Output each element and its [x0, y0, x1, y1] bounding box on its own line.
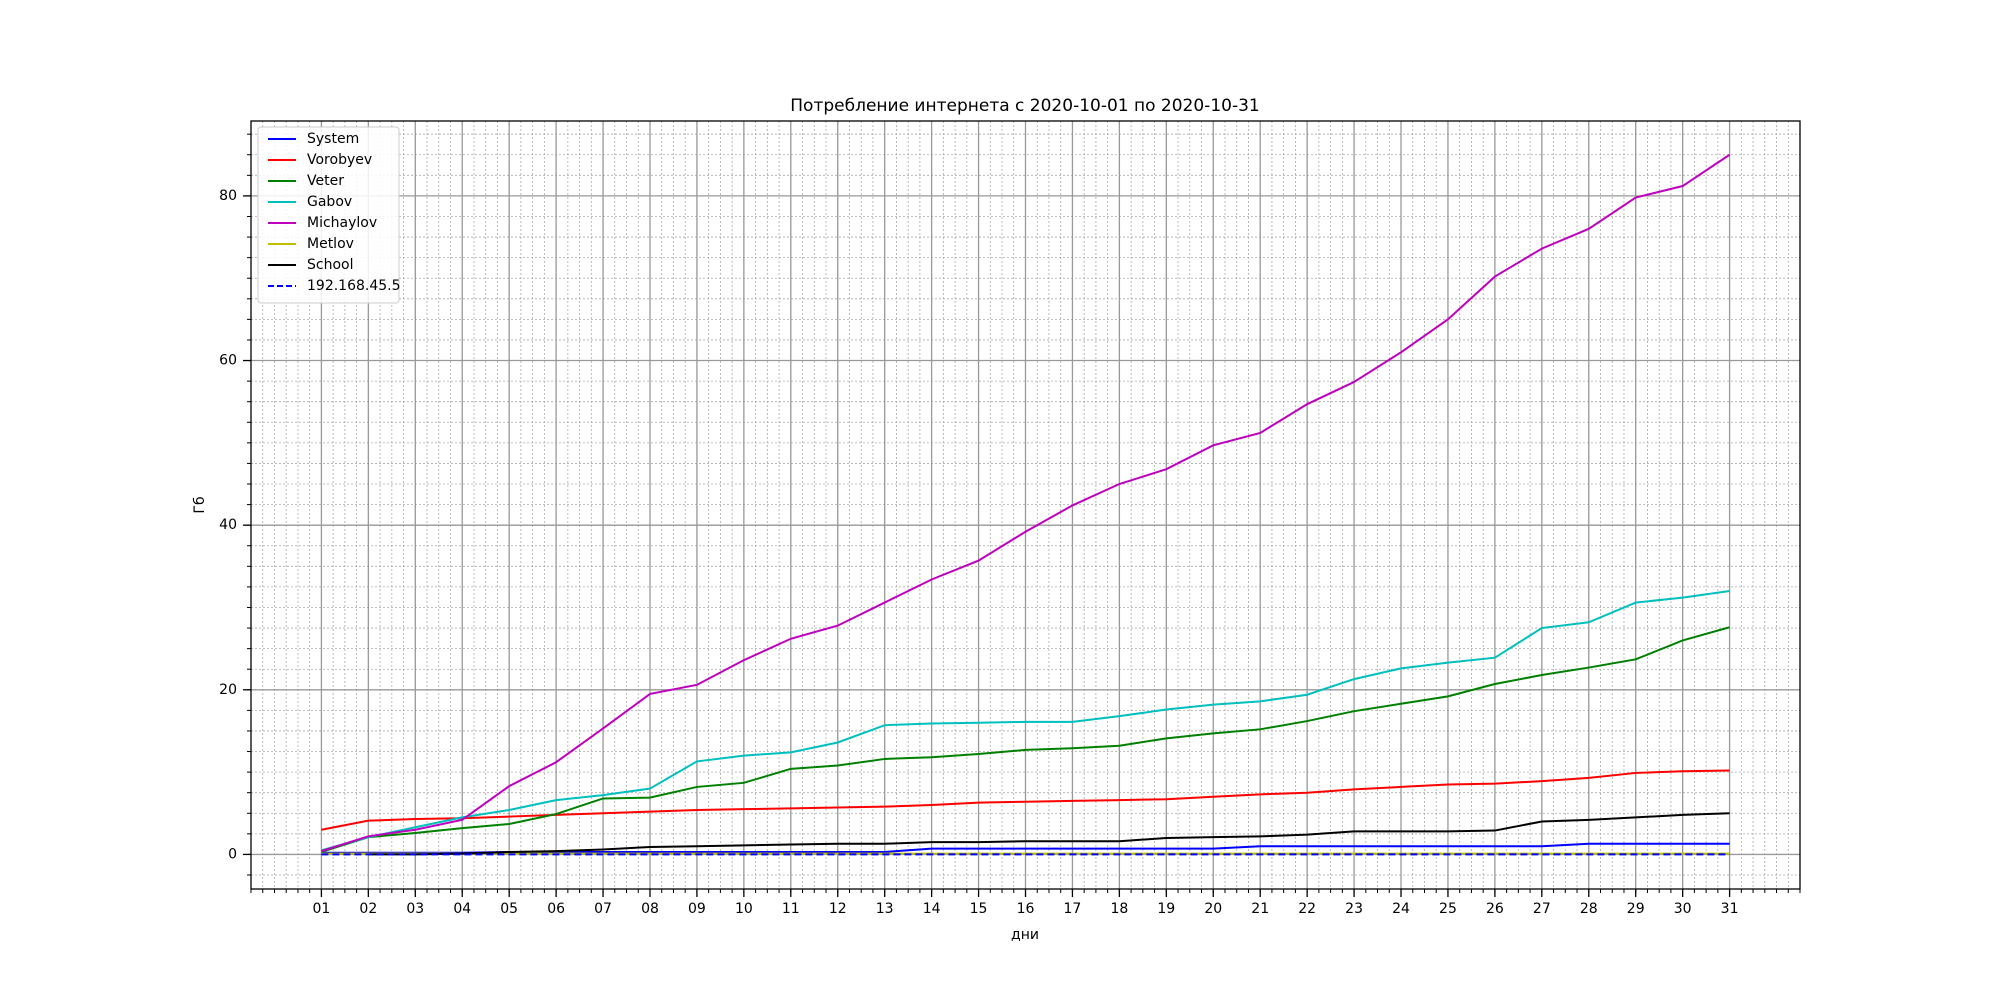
legend-box: [257, 126, 400, 304]
plot-frame: [250, 120, 1801, 890]
x-tick-label: 05: [500, 901, 518, 917]
legend-label: 192.168.45.5: [307, 278, 401, 294]
x-tick-label: 24: [1392, 901, 1410, 917]
x-tick-label: 11: [782, 901, 800, 917]
legend: System Vorobyev Veter Gabov Michaylov Metlov S…: [257, 126, 401, 304]
x-tick-label: 19: [1157, 901, 1175, 917]
x-tick-label: 21: [1251, 901, 1269, 917]
series-line: [368, 812, 1730, 856]
x-axis-label: дни: [1011, 927, 1039, 943]
y-tick-label: 80: [219, 188, 237, 204]
x-tick-label: 03: [406, 901, 424, 917]
y-tick-label: 40: [219, 517, 237, 533]
legend-label: Vorobyev: [307, 152, 372, 168]
y-tick-label: 20: [219, 682, 237, 698]
x-tick-label: 31: [1721, 901, 1739, 917]
series-line: [321, 626, 1730, 853]
legend-label: System: [307, 131, 359, 147]
legend-label: Veter: [307, 173, 344, 189]
x-tick-label: 09: [688, 901, 706, 917]
x-tick-label: 04: [453, 901, 471, 917]
x-tick-label: 16: [1017, 901, 1035, 917]
chart-title: Потребление интернета с 2020-10-01 по 20…: [790, 96, 1259, 116]
x-tick-label: 13: [876, 901, 894, 917]
x-tick-label: 10: [735, 901, 753, 917]
x-tick-label: 17: [1064, 901, 1082, 917]
series-line: [321, 153, 1731, 853]
x-tick-label: 20: [1204, 901, 1222, 917]
x-tick-label: 15: [970, 901, 988, 917]
series-line: [321, 590, 1730, 852]
x-tick-label: 18: [1110, 901, 1128, 917]
x-tick-label: 27: [1533, 901, 1551, 917]
legend-label: Gabov: [307, 194, 352, 210]
legend-label: Michaylov: [307, 215, 377, 231]
x-tick-label: 29: [1627, 901, 1645, 917]
y-tick-label: 60: [219, 353, 237, 369]
x-tick-label: 23: [1345, 901, 1363, 917]
x-tick-label: 07: [594, 901, 612, 917]
x-tick-label: 30: [1674, 901, 1692, 917]
x-tick-label: 28: [1580, 901, 1598, 917]
x-tick-label: 08: [641, 901, 659, 917]
x-tick-label: 06: [547, 901, 565, 917]
x-tick-label: 12: [829, 901, 847, 917]
legend-label: School: [307, 257, 353, 273]
legend-label: Metlov: [307, 236, 354, 252]
x-tick-label: 02: [359, 901, 377, 917]
y-tick-label: 0: [228, 846, 237, 862]
y-axis-label: Гб: [192, 496, 208, 513]
x-tick-label: 25: [1439, 901, 1457, 917]
x-tick-label: 01: [312, 901, 330, 917]
x-tick-label: 14: [923, 901, 941, 917]
x-tick-label: 22: [1298, 901, 1316, 917]
x-tick-label: 26: [1486, 901, 1504, 917]
